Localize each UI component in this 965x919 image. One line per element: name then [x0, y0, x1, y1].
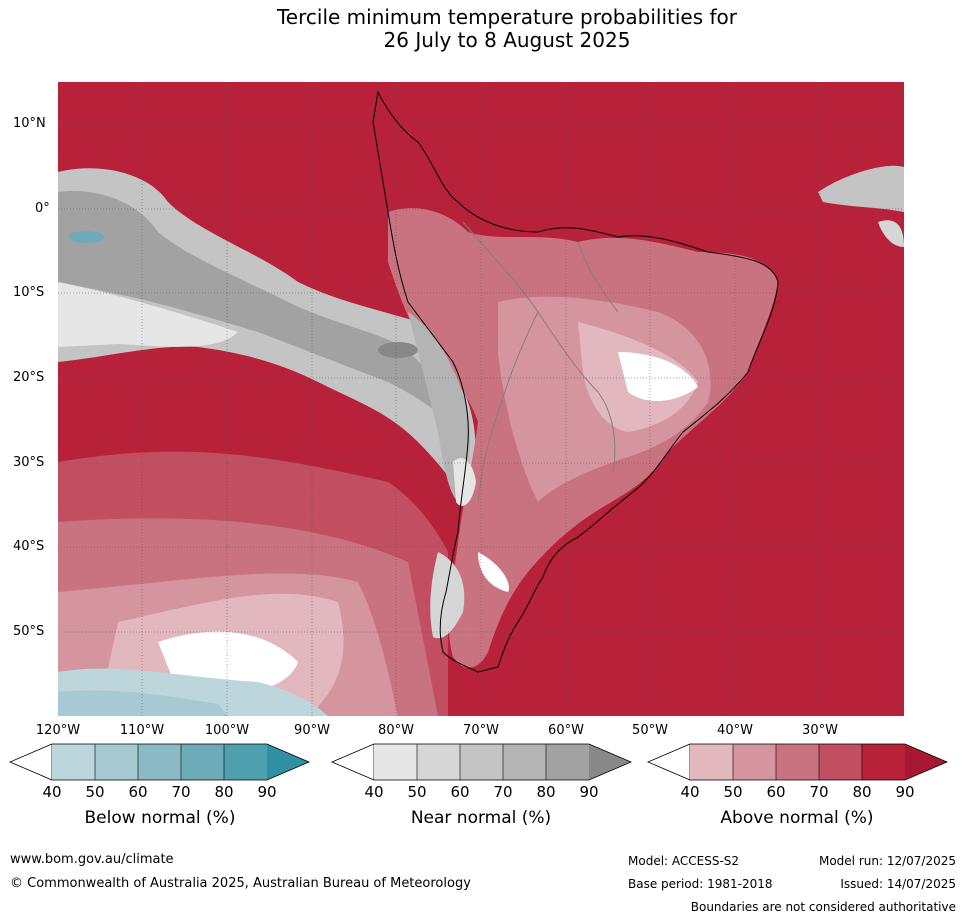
footer-base-period: Base period: 1981-2018: [628, 877, 773, 891]
above-tick-40: 40: [680, 783, 700, 801]
footer-copyright: © Commonwealth of Australia 2025, Austra…: [10, 876, 471, 891]
lon-label-100w: 100°W: [204, 723, 250, 738]
continent-no-signal: [618, 352, 698, 402]
patagonia-near: [430, 552, 465, 639]
border-line-1: [462, 221, 616, 473]
lon-label-30w: 30°W: [802, 723, 838, 738]
footer-issued: Issued: 14/07/2025: [840, 877, 956, 891]
near-normal-edge: [58, 282, 238, 347]
footer-url[interactable]: www.bom.gov.au/climate: [10, 852, 174, 867]
andes-near-light: [453, 458, 476, 506]
map-title-line2: 26 July to 8 August 2025: [383, 28, 631, 52]
colorbar-above: [646, 743, 949, 781]
lon-label-40w: 40°W: [717, 723, 753, 738]
patagonia-white: [478, 552, 509, 592]
lat-label-50s: 50°S: [13, 624, 45, 639]
above-normal-label: Above normal (%): [720, 808, 874, 828]
colorbar-below: [8, 743, 311, 781]
lat-label-20s: 20°S: [13, 370, 45, 385]
lon-label-110w: 110°W: [119, 723, 165, 738]
lon-label-70w: 70°W: [463, 723, 499, 738]
below-patch-tropical: [68, 231, 104, 243]
above-tick-50: 50: [723, 783, 743, 801]
map-title-line1: Tercile minimum temperature probabilitie…: [276, 5, 738, 29]
near-patch-coast: [378, 342, 418, 358]
lat-label-10s: 10°S: [13, 285, 45, 300]
near-tick-60: 60: [450, 783, 470, 801]
near-patch-atlantic-2: [878, 220, 904, 247]
border-line-3: [577, 241, 619, 313]
colorbars: [8, 743, 949, 781]
andes-near-normal: [408, 312, 470, 502]
lat-label-0: 0°: [35, 201, 50, 216]
coastline: [372, 90, 779, 673]
footer-model: Model: ACCESS-S2: [628, 854, 740, 868]
below-tick-50: 50: [85, 783, 105, 801]
above-tick-80: 80: [852, 783, 872, 801]
lon-label-120w: 120°W: [35, 723, 81, 738]
lon-label-80w: 80°W: [378, 723, 414, 738]
lat-label-10n: 10°N: [13, 116, 46, 131]
near-tick-50: 50: [407, 783, 427, 801]
below-50-region-sw: [58, 690, 228, 716]
below-tick-90: 90: [257, 783, 277, 801]
near-normal-core: [58, 191, 448, 422]
near-tick-70: 70: [493, 783, 513, 801]
probability-map: [58, 82, 904, 716]
below-tick-80: 80: [214, 783, 234, 801]
lat-label-40s: 40°S: [13, 539, 45, 554]
lon-label-50w: 50°W: [632, 723, 668, 738]
below-tick-60: 60: [128, 783, 148, 801]
below-normal-label: Below normal (%): [84, 808, 236, 828]
near-normal-label: Near normal (%): [410, 808, 552, 828]
map-canvas: [58, 82, 904, 716]
border-line-2: [477, 311, 539, 503]
below-tick-40: 40: [42, 783, 62, 801]
lon-label-60w: 60°W: [548, 723, 584, 738]
lat-label-30s: 30°S: [13, 455, 45, 470]
above-tick-90: 90: [895, 783, 915, 801]
footer-disclaimer: Boundaries are not considered authoritat…: [690, 900, 956, 914]
above-tick-60: 60: [766, 783, 786, 801]
graticule: [58, 82, 904, 716]
footer-model-run: Model run: 12/07/2025: [818, 854, 956, 868]
above-tick-70: 70: [809, 783, 829, 801]
lon-label-90w: 90°W: [294, 723, 330, 738]
near-tick-40: 40: [364, 783, 384, 801]
below-tick-70: 70: [171, 783, 191, 801]
near-tick-90: 90: [579, 783, 599, 801]
near-tick-80: 80: [536, 783, 556, 801]
near-patch-atlantic: [818, 165, 904, 212]
colorbar-near: [330, 743, 633, 781]
